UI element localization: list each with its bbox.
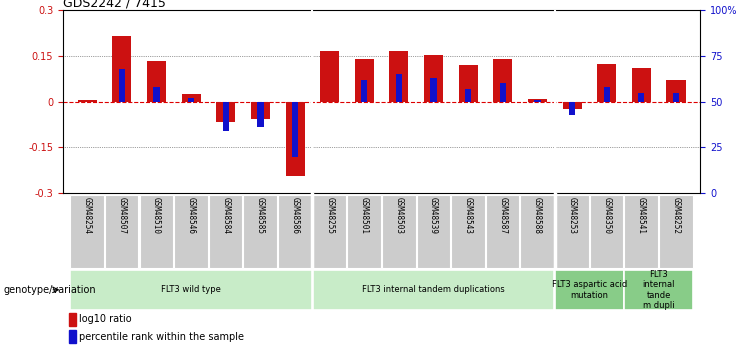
Text: GSM48254: GSM48254: [83, 197, 92, 234]
Text: FLT3 wild type: FLT3 wild type: [162, 285, 221, 294]
Bar: [638, 92, 645, 102]
Bar: [285, 102, 305, 176]
Bar: [666, 80, 685, 102]
Bar: [431, 78, 436, 102]
Text: GSM48510: GSM48510: [152, 197, 161, 234]
Text: GSM48539: GSM48539: [429, 197, 438, 234]
Bar: [113, 36, 131, 102]
Bar: [320, 51, 339, 102]
Bar: [251, 102, 270, 119]
Text: genotype/variation: genotype/variation: [4, 285, 96, 295]
Text: GSM48585: GSM48585: [256, 197, 265, 234]
Text: GSM48586: GSM48586: [290, 197, 299, 234]
Bar: [348, 195, 381, 268]
Bar: [292, 102, 298, 157]
Bar: [382, 195, 416, 268]
Bar: [555, 195, 588, 268]
Text: GSM48255: GSM48255: [325, 197, 334, 234]
Bar: [459, 65, 478, 102]
Bar: [673, 92, 679, 102]
Bar: [494, 59, 512, 102]
Bar: [604, 87, 610, 102]
Bar: [396, 75, 402, 102]
Bar: [119, 69, 125, 102]
Bar: [625, 270, 693, 310]
Bar: [355, 59, 373, 102]
Bar: [222, 102, 229, 131]
Bar: [569, 102, 575, 115]
Bar: [625, 195, 658, 268]
Text: GSM48584: GSM48584: [222, 197, 230, 234]
Bar: [70, 195, 104, 268]
Bar: [555, 270, 624, 310]
Bar: [361, 80, 368, 102]
Bar: [188, 98, 194, 102]
Text: GSM48507: GSM48507: [117, 197, 127, 234]
Text: GSM48503: GSM48503: [394, 197, 403, 234]
Bar: [147, 61, 166, 102]
Text: GSM48501: GSM48501: [360, 197, 369, 234]
Bar: [534, 100, 541, 102]
Text: FLT3
internal
tande
m dupli: FLT3 internal tande m dupli: [642, 270, 675, 310]
Bar: [528, 99, 547, 102]
Bar: [182, 94, 201, 102]
Text: GDS2242 / 7415: GDS2242 / 7415: [63, 0, 166, 9]
Bar: [390, 51, 408, 102]
Bar: [257, 102, 264, 127]
Bar: [659, 195, 693, 268]
Bar: [69, 330, 76, 343]
Bar: [520, 195, 554, 268]
Bar: [451, 195, 485, 268]
Bar: [562, 102, 582, 109]
Text: log10 ratio: log10 ratio: [79, 315, 132, 324]
Text: GSM48252: GSM48252: [671, 197, 680, 234]
Bar: [78, 100, 97, 102]
Bar: [174, 195, 207, 268]
Text: FLT3 internal tandem duplications: FLT3 internal tandem duplications: [362, 285, 505, 294]
Bar: [69, 313, 76, 326]
Text: GSM48541: GSM48541: [637, 197, 646, 234]
Text: GSM48588: GSM48588: [533, 197, 542, 234]
Bar: [139, 195, 173, 268]
Bar: [105, 195, 139, 268]
Text: GSM48350: GSM48350: [602, 197, 611, 234]
Bar: [465, 89, 471, 102]
Text: FLT3 aspartic acid
mutation: FLT3 aspartic acid mutation: [552, 280, 627, 299]
Bar: [216, 102, 236, 121]
Bar: [153, 87, 159, 102]
Text: GSM48253: GSM48253: [568, 197, 576, 234]
Bar: [597, 64, 617, 102]
Bar: [313, 195, 346, 268]
Bar: [244, 195, 277, 268]
Bar: [632, 68, 651, 102]
Bar: [313, 270, 554, 310]
Bar: [416, 195, 451, 268]
Bar: [424, 55, 443, 102]
Text: GSM48546: GSM48546: [187, 197, 196, 234]
Text: GSM48587: GSM48587: [499, 197, 508, 234]
Bar: [486, 195, 519, 268]
Text: percentile rank within the sample: percentile rank within the sample: [79, 332, 244, 342]
Text: GSM48543: GSM48543: [464, 197, 473, 234]
Bar: [209, 195, 242, 268]
Bar: [590, 195, 623, 268]
Bar: [70, 270, 312, 310]
Bar: [499, 83, 506, 102]
Bar: [278, 195, 312, 268]
